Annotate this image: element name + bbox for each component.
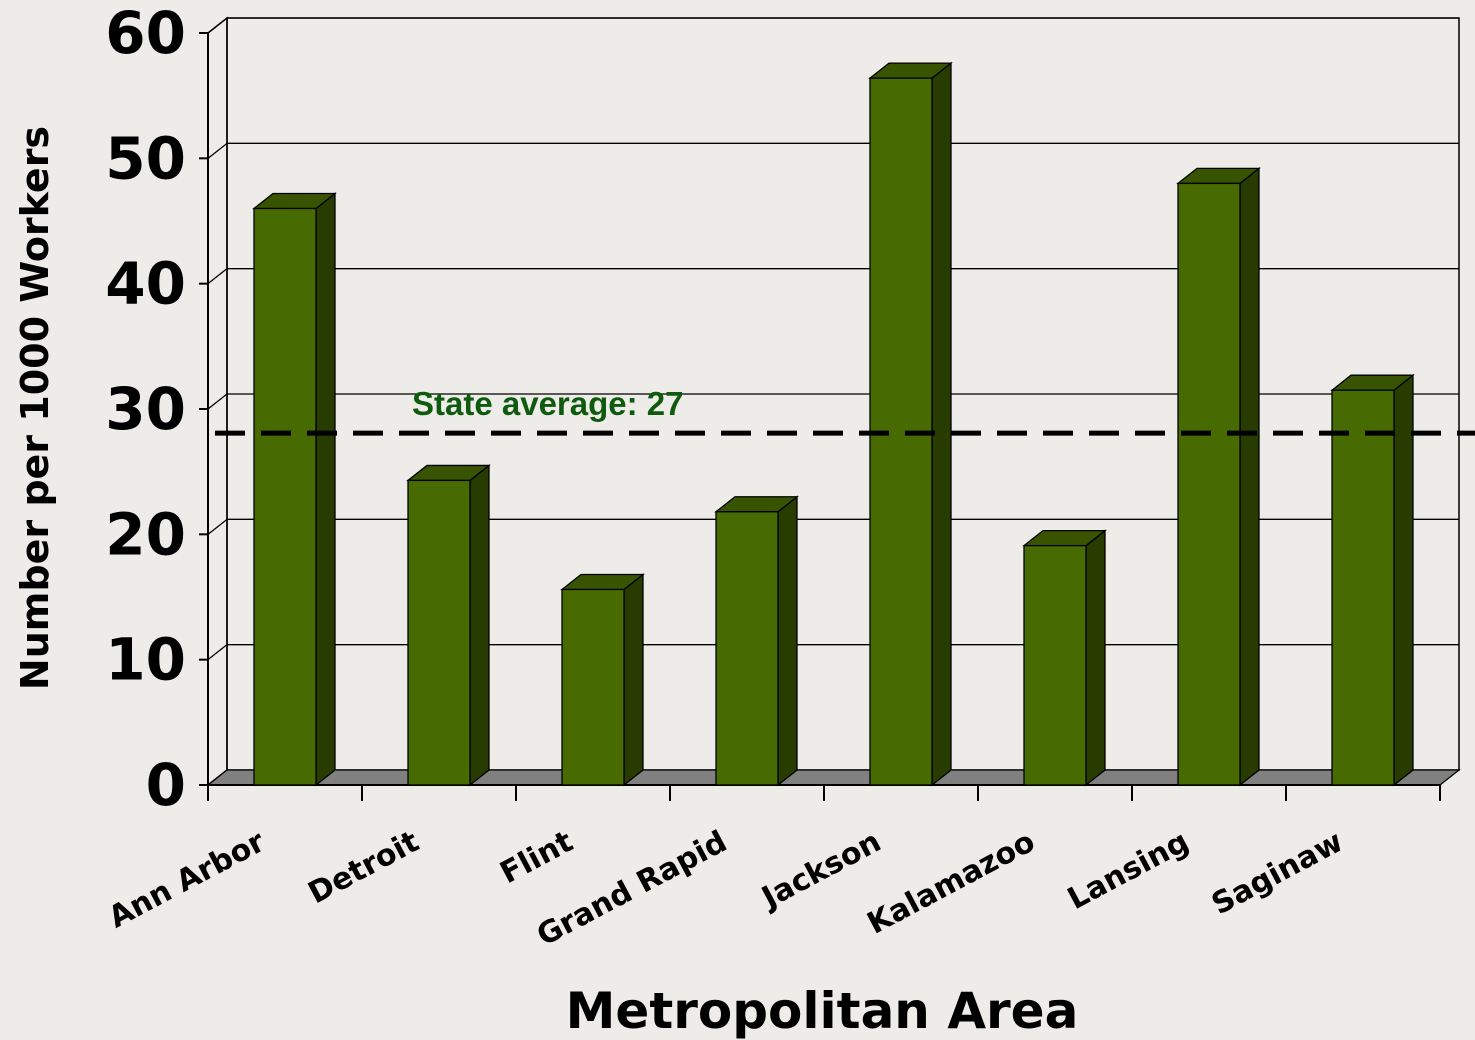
y-tick-label: 40 bbox=[105, 250, 186, 318]
bars bbox=[252, 61, 1415, 787]
bar bbox=[252, 192, 337, 787]
bar bbox=[406, 464, 491, 787]
y-tick-label: 10 bbox=[105, 626, 186, 694]
floor bbox=[206, 769, 1461, 786]
bar bbox=[560, 573, 645, 787]
x-axis-label: Metropolitan Area bbox=[566, 982, 1079, 1040]
y-tick-label: 60 bbox=[105, 0, 186, 67]
bar bbox=[714, 495, 799, 787]
plot-floor bbox=[206, 769, 1461, 786]
bar-front bbox=[407, 479, 471, 786]
x-tick-label: Jackson bbox=[755, 824, 887, 916]
bar-front bbox=[1023, 544, 1087, 786]
x-tick-label: Detroit bbox=[303, 824, 425, 911]
x-tick-label: Saginaw bbox=[1206, 824, 1349, 922]
y-tick-label: 20 bbox=[105, 500, 186, 568]
gridline-side bbox=[207, 393, 228, 410]
y-tick-labels: 0 10 20 30 40 50 60 bbox=[105, 0, 186, 819]
bar-side bbox=[315, 192, 336, 787]
x-tick-label: Lansing bbox=[1062, 824, 1195, 917]
bar-side bbox=[1085, 529, 1106, 787]
gridline-side bbox=[207, 142, 228, 159]
bar bbox=[1176, 167, 1261, 787]
reference-line-label: State average: 27 bbox=[412, 385, 684, 422]
bar bbox=[868, 61, 953, 787]
bar-side bbox=[1393, 373, 1414, 787]
y-tick-label: 0 bbox=[146, 751, 186, 819]
y-axis-label: Number per 1000 Workers bbox=[13, 126, 57, 690]
bar-front bbox=[1331, 389, 1395, 786]
bar-front bbox=[1177, 182, 1241, 786]
bar bbox=[1022, 529, 1107, 787]
bar-front bbox=[715, 511, 779, 786]
gridline-side bbox=[207, 268, 228, 285]
x-tick-label: Kalamazoo bbox=[862, 824, 1041, 941]
bar bbox=[1330, 373, 1415, 787]
plot-walls bbox=[207, 16, 1460, 787]
reference-line-group: State average: 27 bbox=[215, 385, 1475, 436]
bar-side bbox=[1239, 167, 1260, 787]
gridline-side bbox=[207, 17, 228, 34]
y-tick-label: 30 bbox=[105, 375, 186, 443]
bar-side bbox=[623, 573, 644, 787]
gridline-side bbox=[207, 644, 228, 661]
x-tick-label: Flint bbox=[495, 824, 579, 891]
bar-side bbox=[931, 61, 952, 787]
bar-front bbox=[561, 588, 625, 786]
bar-side bbox=[469, 464, 490, 787]
bar-front bbox=[253, 207, 317, 786]
x-tick-label: Ann Arbor bbox=[103, 824, 271, 935]
y-tick-label: 50 bbox=[105, 124, 186, 192]
gridline-side bbox=[207, 518, 228, 535]
gridlines bbox=[207, 17, 1459, 661]
bar-side bbox=[777, 495, 798, 787]
